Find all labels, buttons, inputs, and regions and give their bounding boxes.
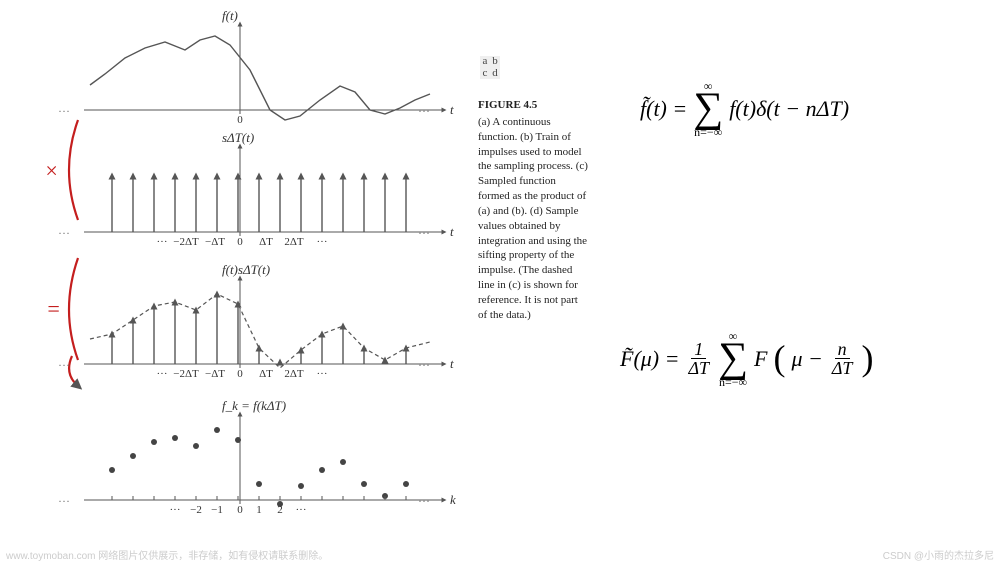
tick-label: 0 <box>226 368 254 380</box>
summation-symbol: ∞ ∑ n=−∞ <box>693 80 723 138</box>
plot-label: t <box>450 102 454 118</box>
tick-label: ··· <box>58 358 86 373</box>
formula-time-domain: f̃(t) = ∞ ∑ n=−∞ f(t)δ(t − nΔT) <box>640 80 849 138</box>
caption-header: FIGURE 4.5 <box>478 98 588 113</box>
annotation-arc-top <box>69 120 78 220</box>
annotation-multiply: × <box>44 158 59 184</box>
tick-label: ··· <box>58 226 86 241</box>
plot-label: f(t)sΔT(t) <box>222 262 270 278</box>
tick-label: ··· <box>418 104 446 119</box>
tick-label: ··· <box>418 226 446 241</box>
plot-label: f(t) <box>222 8 238 24</box>
plot-label: sΔT(t) <box>222 130 254 146</box>
annotation-equals: = <box>46 296 59 322</box>
formula-frequency-domain: F̃(μ) = 1 ΔT ∞ ∑ n=−∞ F ( μ − n ΔT ) <box>620 330 873 388</box>
tick-label: ··· <box>287 504 315 516</box>
tick-label: 2ΔT <box>280 368 308 380</box>
formula2-mu: μ − <box>791 346 822 372</box>
tick-label: ··· <box>418 358 446 373</box>
tick-label: ··· <box>308 236 336 248</box>
tick-label: 0 <box>226 236 254 248</box>
tick-label: −2ΔT <box>172 368 200 380</box>
watermark-right: CSDN @小雨的杰拉多尼 <box>883 547 994 562</box>
fraction-n-over-dt: n ΔT <box>829 340 856 377</box>
annotation-arc-bottom <box>69 258 78 360</box>
panel-cell-c: c <box>480 68 490 80</box>
caption-body: (a) A continuous function. (b) Train of … <box>478 115 588 323</box>
fraction-1-over-dt: 1 ΔT <box>685 340 712 377</box>
tick-label: −2ΔT <box>172 236 200 248</box>
plot-label: t <box>450 224 454 240</box>
formula2-lhs: F̃(μ) = <box>620 346 679 372</box>
panel-cell-d: d <box>490 68 500 80</box>
tick-label: ΔT <box>252 368 280 380</box>
panel-letter-grid: ab cd <box>480 56 500 79</box>
tick-label: ··· <box>308 368 336 380</box>
tick-label: 2ΔT <box>280 236 308 248</box>
tick-label: ··· <box>418 494 446 509</box>
tick-label: ··· <box>58 494 86 509</box>
watermark-left: www.toymoban.com 网络图片仅供展示，非存储，如有侵权请联系删除。 <box>6 547 328 562</box>
figure-caption: FIGURE 4.5 (a) A continuous function. (b… <box>478 98 588 323</box>
plot-label: f_k = f(kΔT) <box>222 398 286 414</box>
formula1-rhs: f(t)δ(t − nΔT) <box>729 96 849 122</box>
tick-label: −ΔT <box>201 236 229 248</box>
plot-label: k <box>450 492 456 508</box>
formula2-F: F <box>754 346 767 372</box>
tick-label: −ΔT <box>201 368 229 380</box>
formula1-lhs: f̃(t) = <box>640 96 687 122</box>
tick-label: ··· <box>58 104 86 119</box>
summation-symbol: ∞ ∑ n=−∞ <box>718 330 748 388</box>
panel-cell-a: a <box>480 56 490 68</box>
tick-label: ΔT <box>252 236 280 248</box>
panel-cell-b: b <box>490 56 500 68</box>
tick-label: 0 <box>226 114 254 126</box>
plot-label: t <box>450 356 454 372</box>
